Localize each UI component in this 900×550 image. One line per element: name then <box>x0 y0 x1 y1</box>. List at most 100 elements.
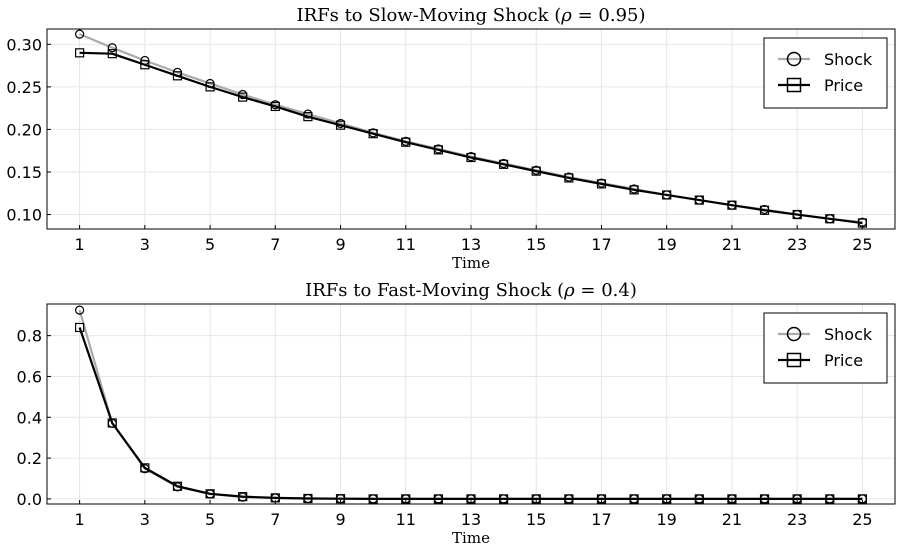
x-tick-label: 7 <box>270 510 280 529</box>
point-price <box>499 159 509 169</box>
point-price <box>172 71 183 81</box>
legend-label-price: Price <box>824 351 863 370</box>
point-price <box>662 190 672 200</box>
legend-label-shock: Shock <box>824 325 873 344</box>
y-tick-label: 0.10 <box>6 206 42 225</box>
x-tick-label: 11 <box>396 235 416 254</box>
x-tick-label: 11 <box>396 510 416 529</box>
y-tick-label: 0.20 <box>6 120 42 139</box>
point-price <box>303 112 313 122</box>
x-tick-label: 1 <box>75 510 85 529</box>
x-tick-label: 23 <box>787 510 807 529</box>
x-tick-label: 17 <box>591 510 611 529</box>
point-price <box>238 92 248 102</box>
legend-marker-price <box>786 352 802 368</box>
legend-box <box>763 37 888 109</box>
point-price <box>727 494 737 504</box>
point-price <box>335 494 346 504</box>
legend-label-shock: Shock <box>824 50 873 69</box>
legend: Shock Price <box>763 37 888 109</box>
point-price <box>75 322 85 333</box>
point-price <box>466 152 476 163</box>
y-tick-label: 0.0 <box>17 490 42 509</box>
x-tick-label: 7 <box>270 235 280 254</box>
point-price <box>499 494 509 504</box>
chart-title: IRFs to Slow-Moving Shock (ρ = 0.95) <box>296 5 645 26</box>
x-tick-label: 13 <box>461 510 481 529</box>
point-price <box>759 205 770 215</box>
point-price <box>564 173 574 183</box>
top-panel: 1 3 5 7 9 11 13 15 17 19 21 23 250.100.150.200.250.3… <box>6 5 896 272</box>
legend-label-price: Price <box>824 76 863 95</box>
x-tick-label: 15 <box>526 235 546 254</box>
x-tick-label: 13 <box>461 235 481 254</box>
point-price <box>205 489 215 499</box>
y-tick-label: 0.8 <box>17 327 42 346</box>
point-price <box>270 493 280 503</box>
x-tick-label: 19 <box>657 235 677 254</box>
x-tick-label: 25 <box>852 235 872 254</box>
point-price <box>205 82 215 92</box>
x-tick-label: 5 <box>205 510 215 529</box>
chart-title: IRFs to Fast-Moving Shock (ρ = 0.4) <box>305 280 637 301</box>
point-price <box>303 493 313 504</box>
point-price <box>140 463 150 473</box>
point-price <box>694 195 704 205</box>
point-price <box>466 494 476 504</box>
point-price <box>727 200 737 210</box>
x-tick-label: 21 <box>722 235 742 254</box>
point-shock <box>75 305 85 315</box>
x-tick-label: 19 <box>657 510 677 529</box>
x-tick-label: 9 <box>335 235 345 254</box>
x-tick-label: 9 <box>335 510 345 529</box>
x-tick-label: 5 <box>205 235 215 254</box>
point-price <box>107 418 117 428</box>
x-tick-label: 3 <box>140 235 150 254</box>
point-price <box>596 179 607 189</box>
legend-marker-shock <box>786 51 802 67</box>
point-price <box>857 494 867 504</box>
point-price <box>140 60 150 70</box>
point-price <box>564 494 574 504</box>
y-tick-label: 0.25 <box>6 78 42 97</box>
point-price <box>825 494 835 504</box>
series-line-price <box>78 327 863 500</box>
x-tick-label: 23 <box>787 235 807 254</box>
legend-box <box>763 312 888 384</box>
legend: Shock Price <box>763 312 888 384</box>
y-tick-label: 0.15 <box>6 163 42 182</box>
point-price <box>531 166 541 176</box>
x-tick-label: 25 <box>852 510 872 529</box>
point-price <box>107 49 117 59</box>
x-tick-label: 15 <box>526 510 546 529</box>
legend-marker-shock <box>786 326 802 342</box>
point-price <box>433 494 443 504</box>
x-tick-label: 17 <box>591 235 611 254</box>
point-price <box>759 494 770 504</box>
point-price <box>335 120 346 130</box>
point-price <box>401 494 411 504</box>
point-price <box>433 145 443 155</box>
point-price <box>662 494 672 504</box>
point-shock <box>75 29 85 39</box>
y-tick-label: 0.4 <box>17 408 42 427</box>
x-tick-label: 21 <box>722 510 742 529</box>
point-price <box>368 129 378 139</box>
point-price <box>238 492 248 502</box>
point-price <box>629 185 639 195</box>
point-price <box>596 494 607 504</box>
y-tick-label: 0.6 <box>17 367 42 386</box>
point-price <box>270 101 280 112</box>
point-price <box>694 494 704 504</box>
point-price <box>401 137 411 147</box>
x-axis-label: Time <box>452 254 490 272</box>
point-price <box>629 494 639 504</box>
point-price <box>172 481 183 491</box>
x-tick-label: 1 <box>75 235 85 254</box>
legend-marker-price <box>786 77 802 93</box>
point-price <box>857 218 867 228</box>
point-price <box>792 494 802 504</box>
point-price <box>75 48 85 58</box>
bottom-panel: 1 3 5 7 9 11 13 15 17 19 21 23 250.00.20.40.60.8IRFs… <box>17 280 896 547</box>
